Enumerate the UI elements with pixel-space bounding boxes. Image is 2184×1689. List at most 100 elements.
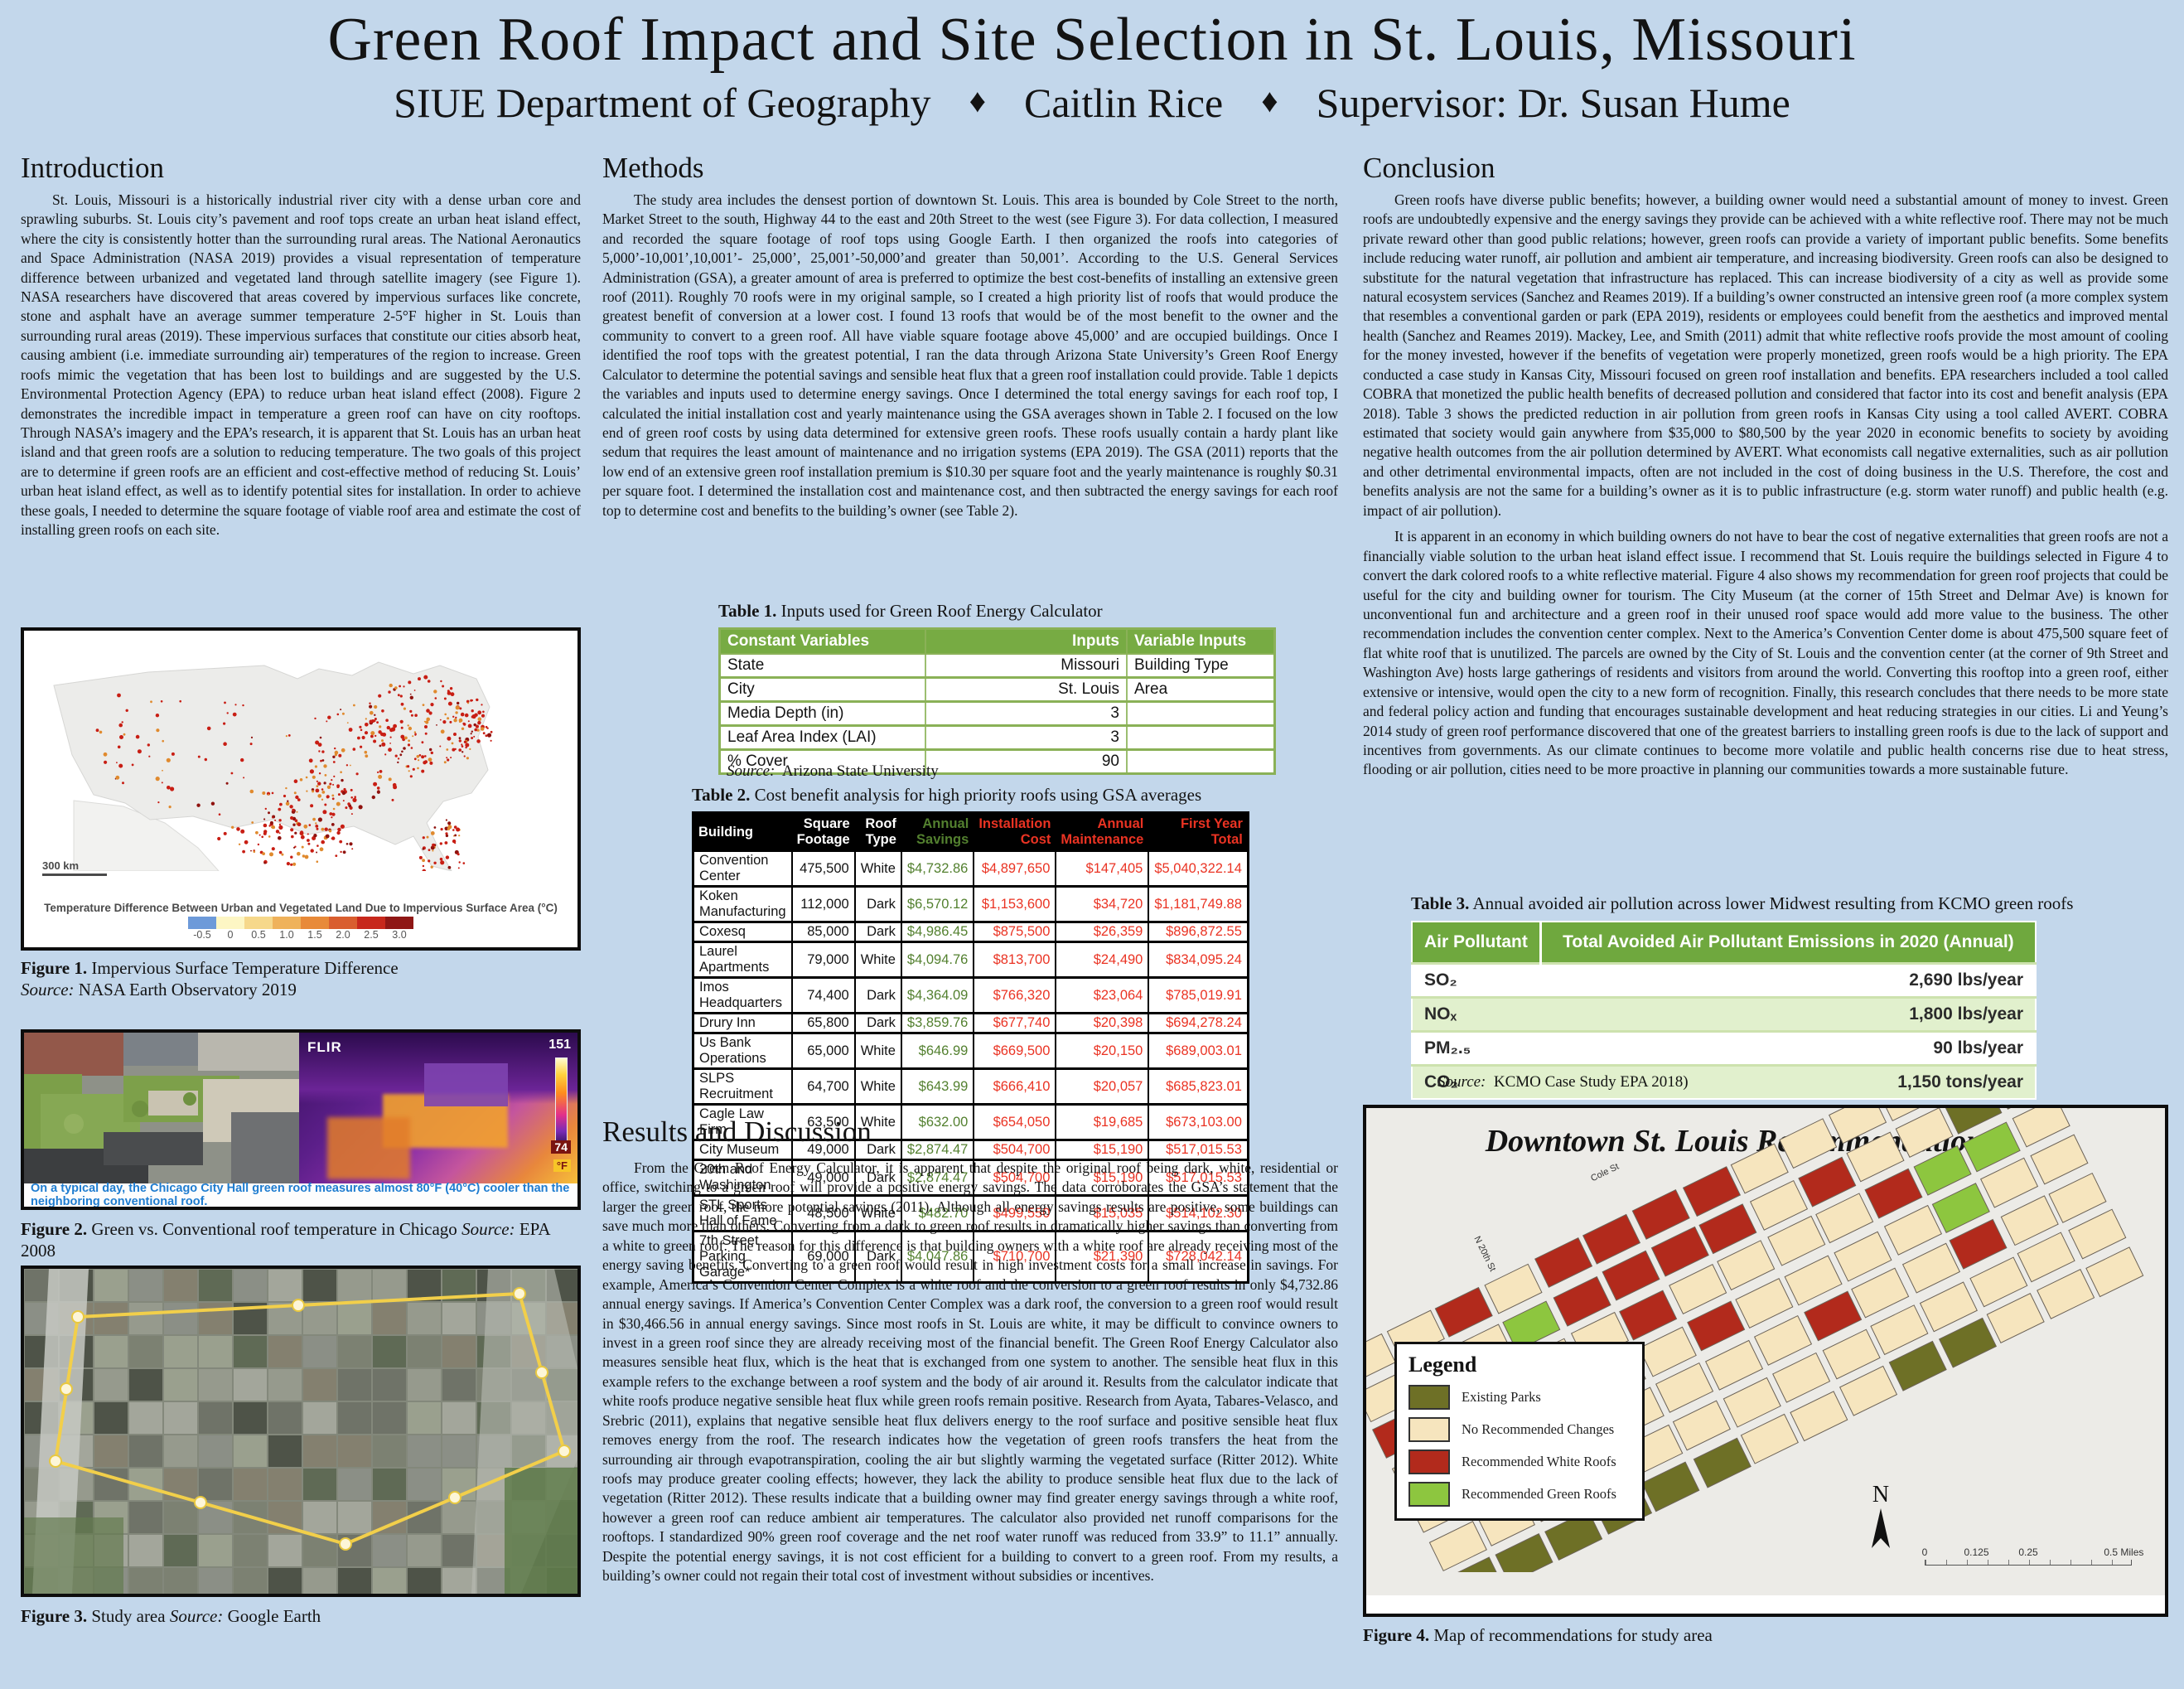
table-row: Laurel Apartments 79,000 White $4,094.76 $81… (692, 941, 1249, 979)
figure2-caption-label: Figure 2. (21, 1219, 88, 1239)
table-row: CO₂ 1,150 tons/year (1412, 1064, 2036, 1099)
table-cell: $673,103.00 (1148, 1103, 1249, 1141)
figure3-caption: Figure 3. Study area Source: Google Eart… (21, 1605, 581, 1627)
figure4-caption: Figure 4. Map of recommendations for stu… (1363, 1624, 2168, 1646)
table-cell: 48,500 (790, 1194, 856, 1232)
legend-swatch (1408, 1482, 1450, 1507)
legend-swatch (1408, 1417, 1450, 1442)
table-cell: 112,000 (790, 885, 856, 923)
figure1-source-text: NASA Earth Observatory 2019 (78, 980, 297, 1000)
table-cell: Us Bank Operations (692, 1032, 793, 1070)
table-cell: $685,823.01 (1148, 1067, 1249, 1106)
table-row: Koken Manufacturing 112,000 Dark $6,570.12 $… (692, 885, 1249, 923)
table-cell: Koken Manufacturing (692, 885, 793, 923)
ramp-tick-label: 1.0 (279, 929, 294, 941)
scalebar-rule (1925, 1560, 2132, 1566)
table-cell: 20th and Washington (692, 1159, 793, 1197)
table-row: Drury Inn 65,800 Dark $3,859.76 $677,740 $20,… (692, 1012, 1249, 1034)
ramp-tick-label: 0 (227, 929, 234, 941)
table-cell: 63,500 (790, 1103, 856, 1141)
poster-header: Green Roof Impact and Site Selection in … (0, 0, 2184, 127)
thermal-colorbar (555, 1057, 568, 1150)
table-cell: 475,500 (790, 850, 856, 888)
figure1-caption: Figure 1. Impervious Surface Temperature… (21, 957, 581, 1001)
table-cell: 85,000 (790, 921, 856, 943)
ramp-color-box (385, 917, 413, 929)
table1-inputs: Constant Variables Inputs Variable Inputs … (718, 627, 1276, 775)
table-cell: $677,740 (973, 1012, 1057, 1034)
table-cell (1126, 724, 1276, 751)
table-cell: $15,190 (1055, 1159, 1150, 1197)
table-cell: $34,720 (1055, 885, 1150, 923)
table-cell: $20,057 (1055, 1067, 1150, 1106)
ramp-tick-label: 0.5 (251, 929, 266, 941)
right-column: Conclusion Green roofs have diverse publ… (1363, 152, 2168, 1689)
table-row: City St. Louis Area (718, 676, 1276, 703)
table3-caption: Table 3. Annual avoided air pollution ac… (1411, 893, 2073, 914)
table-cell: $517,015.53 (1148, 1159, 1249, 1197)
green-roof-photo (24, 1033, 299, 1187)
table1-caption-label: Table 1. (718, 601, 777, 621)
table3-source: Source: KCMO Case Study EPA 2018) (1437, 1073, 1689, 1091)
ramp-color-box (357, 917, 385, 929)
column-header: Roof Type (853, 811, 902, 852)
table-header-row: Constant Variables Inputs Variable Inputs (718, 627, 1276, 655)
table-row: SLPS Recruitment 64,700 White $643.99 $666,4… (692, 1067, 1249, 1106)
table-cell: Dark (853, 885, 902, 923)
figure1-legend-title: Temperature Difference Between Urban and… (44, 902, 558, 914)
table-cell: White (853, 1194, 902, 1232)
column-header: Square Footage (790, 811, 856, 852)
diamond-icon: ♦ (1261, 82, 1278, 119)
table-cell: $147,405 (1055, 850, 1150, 888)
study-area-satellite (24, 1269, 577, 1594)
table-cell: 2,690 lbs/year (1540, 962, 2036, 998)
table-cell: $813,700 (973, 941, 1057, 979)
conclusion-heading: Conclusion (1363, 152, 1495, 184)
ramp-color-box (244, 917, 273, 929)
table-cell: 1,150 tons/year (1540, 1064, 2036, 1099)
map-scalebar: 300 km (42, 859, 107, 876)
figure1-map: 300 km Temperature Difference Between Ur… (21, 627, 581, 951)
table-cell (1126, 700, 1276, 727)
figure3-source-label: Source: (169, 1606, 224, 1626)
figure1-source-label: Source: (21, 980, 75, 1000)
left-column: Introduction St. Louis, Missouri is a hi… (21, 152, 581, 1689)
ramp-tick-label: 1.5 (307, 929, 322, 941)
table1-caption-text: Inputs used for Green Roof Energy Calcul… (780, 601, 1103, 621)
column-header: Variable Inputs (1126, 627, 1276, 655)
table-cell: Convention Center (692, 850, 793, 888)
table-cell: Coxesq (692, 921, 793, 943)
introduction-text-block: St. Louis, Missouri is a historically in… (21, 184, 581, 648)
figure4-scalebar: 0 0.125 0.25 0.5 Miles (1922, 1546, 2143, 1566)
table1-source-text: Arizona State University (781, 762, 939, 780)
table-cell: Dark (853, 921, 902, 943)
supervisor-name: Supervisor: Dr. Susan Hume (1316, 80, 1790, 126)
boundary-nodes (49, 1287, 571, 1551)
flir-logo: FLIR (307, 1039, 342, 1055)
figure3-study-area (21, 1266, 581, 1597)
table-cell: $654,050 (973, 1103, 1057, 1141)
table-cell: $20,150 (1055, 1032, 1150, 1070)
table-cell: 7th Street Parking Garage* (692, 1230, 793, 1284)
table-row: Cagle Law Firm 63,500 White $632.00 $654,050… (692, 1103, 1249, 1141)
table-row: NOₓ 1,800 lbs/year (1412, 996, 2036, 1032)
table-cell: 74,400 (790, 976, 856, 1014)
table-cell: $669,500 (973, 1032, 1057, 1070)
table-cell: $4,094.76 (900, 941, 975, 979)
legend-label: Recommended Green Roofs (1462, 1486, 1616, 1502)
table-row: Coxesq 85,000 Dark $4,986.45 $875,500 $26,359… (692, 921, 1249, 943)
table-cell: $834,095.24 (1148, 941, 1249, 979)
table-cell: $728,042.14 (1148, 1230, 1249, 1284)
map-margin (1366, 1595, 2165, 1614)
conclusion-paragraph-2: It is apparent in an economy in which bu… (1363, 528, 2168, 778)
table-row: Us Bank Operations 65,000 White $646.99 $669… (692, 1032, 1249, 1070)
table-cell: SLPS Recruitment (692, 1067, 793, 1106)
table1-source: Source: Arizona State University (727, 762, 939, 781)
table-cell: $666,410 (973, 1067, 1057, 1106)
legend-swatch (1408, 1449, 1450, 1474)
figure4-caption-text: Map of recommendations for study area (1433, 1625, 1713, 1645)
table-cell: $1,153,600 (973, 885, 1057, 923)
legend-title: Legend (1408, 1353, 1477, 1377)
thermal-credit-label: National Center of Excellence/ASU (579, 1103, 581, 1210)
table-header-row: Building Square Footage Roof Type Annual Sa… (692, 811, 1249, 852)
